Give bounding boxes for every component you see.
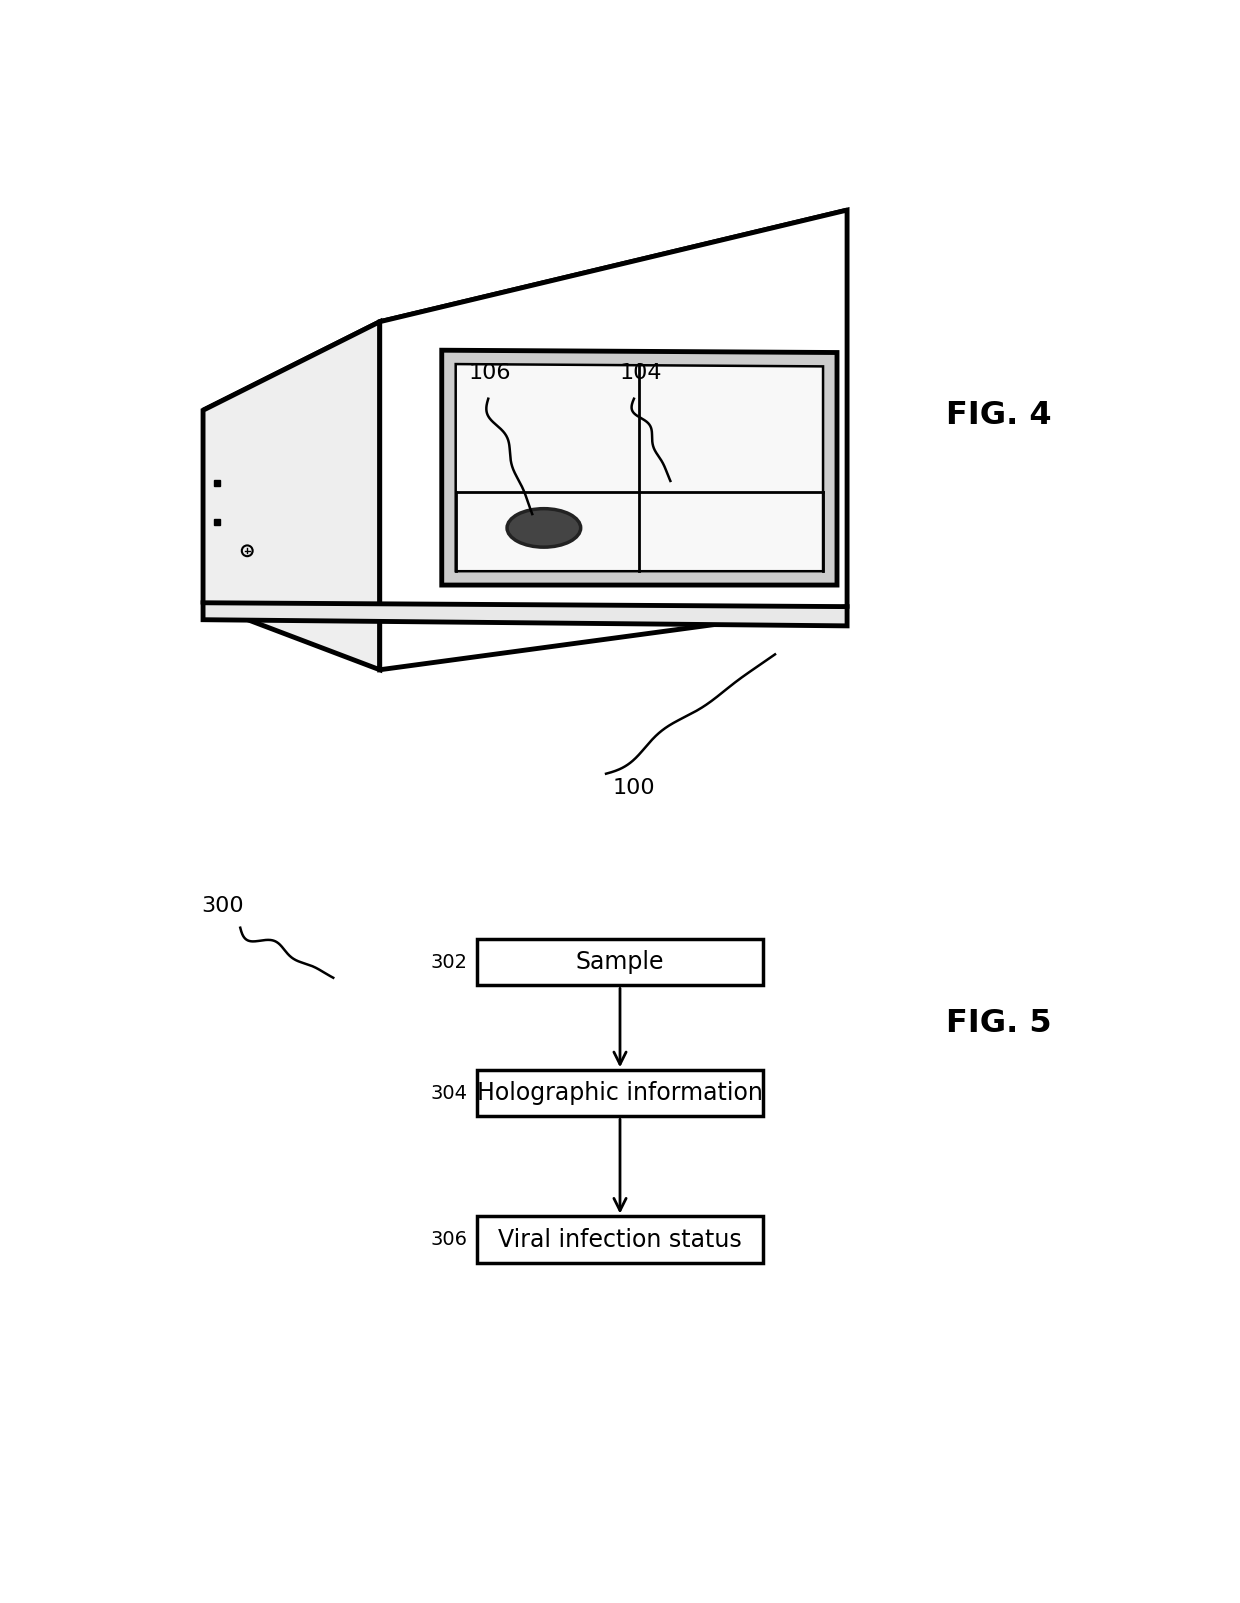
- Text: 304: 304: [430, 1084, 467, 1103]
- Text: Viral infection status: Viral infection status: [498, 1228, 742, 1252]
- Polygon shape: [441, 349, 837, 585]
- Polygon shape: [203, 210, 847, 410]
- Text: 306: 306: [430, 1230, 467, 1249]
- Polygon shape: [456, 364, 823, 571]
- Text: 106: 106: [469, 364, 511, 383]
- Text: Holographic information: Holographic information: [477, 1082, 763, 1104]
- Text: 300: 300: [201, 896, 244, 917]
- Polygon shape: [379, 210, 847, 670]
- Bar: [476, 1071, 764, 1116]
- Text: 104: 104: [620, 364, 662, 383]
- Bar: [476, 939, 764, 986]
- Text: FIG. 4: FIG. 4: [945, 401, 1052, 431]
- Polygon shape: [203, 603, 847, 625]
- Text: FIG. 5: FIG. 5: [945, 1008, 1052, 1039]
- Ellipse shape: [507, 508, 580, 547]
- Text: Sample: Sample: [575, 951, 665, 975]
- Text: 302: 302: [430, 952, 467, 971]
- Polygon shape: [203, 322, 379, 670]
- Text: 100: 100: [613, 777, 655, 798]
- Bar: [476, 1217, 764, 1263]
